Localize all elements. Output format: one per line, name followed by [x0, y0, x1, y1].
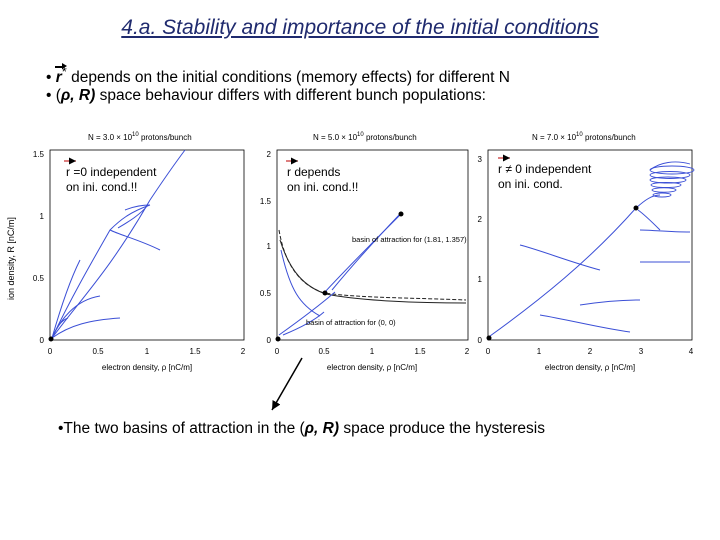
- bullet3-text: space produce the hysteresis: [339, 420, 545, 437]
- panel-3-spiral: [649, 161, 695, 198]
- panel-3-annotation-2: on ini. cond.: [498, 177, 563, 191]
- panel-1-ytick-0: 0: [40, 336, 45, 345]
- panel-1-annotation-2: on ini. cond.!!: [66, 180, 137, 194]
- panel-3-xlabel: electron density, ρ [nC/m]: [545, 363, 635, 372]
- panel-2-saddle-point: [322, 290, 328, 296]
- panel-2-ytick-1: 0.5: [260, 289, 272, 298]
- bullet2-text: space behaviour differs with different b…: [95, 87, 486, 104]
- bullet2-symbol: ρ, R): [60, 87, 96, 104]
- panel-3-ytick-3: 3: [478, 155, 483, 164]
- panel-3-xtick-2: 2: [588, 347, 593, 356]
- panel-3-origin-point: [486, 335, 492, 341]
- panel-3-xtick-3: 3: [639, 347, 644, 356]
- panel-1-xtick-4: 2: [241, 347, 246, 356]
- panel-2-trajectories: [278, 213, 402, 336]
- bullet1-text: depends on the initial conditions (memor…: [66, 69, 510, 87]
- panel-1-ylabel: ion density, R [nC/m]: [6, 217, 16, 300]
- bullet3-symbol: ρ, R): [304, 420, 340, 437]
- panel-2-origin-point: [275, 336, 281, 342]
- bullet3-prefix: •The two basins of attraction in the (: [58, 420, 305, 437]
- panel-3-xtick-1: 1: [537, 347, 542, 356]
- panel-2-xtick-0: 0: [275, 347, 280, 356]
- panel-3-ytick-1: 1: [478, 275, 483, 284]
- panel-3-trajectories: [489, 194, 691, 337]
- panel-3-heading: N = 7.0 × 1010 protons/bunch: [532, 132, 636, 142]
- bullet2-prefix: • (: [46, 87, 61, 104]
- bullet-memory-effects: • r* depends on the initial conditions (…: [46, 64, 510, 87]
- panel-2-ytick-2: 1: [267, 242, 272, 251]
- panel-3-ytick-0: 0: [478, 336, 483, 345]
- panel-1-xtick-2: 1: [145, 347, 150, 356]
- panel-1-xtick-1: 0.5: [92, 347, 104, 356]
- panel-2-basin-label-2: basin of attraction for (0, 0): [306, 318, 396, 327]
- panel-3-xtick-0: 0: [486, 347, 491, 356]
- bullet-space-behaviour: • (ρ, R) space behaviour differs with di…: [46, 87, 486, 105]
- panel-2-annotation-1: r depends: [287, 165, 340, 179]
- panel-3-frame: [487, 149, 693, 341]
- panel-1-heading: N = 3.0 × 1010 protons/bunch: [88, 132, 192, 142]
- star-superscript: *: [61, 64, 67, 79]
- panel-3-ytick-2: 2: [478, 215, 483, 224]
- slide-title: 4.a. Stability and importance of the ini…: [121, 16, 599, 39]
- panel-2-xtick-4: 2: [465, 347, 470, 356]
- panel-2-ytick-3: 1.5: [260, 197, 272, 206]
- panel-2-xlabel: electron density, ρ [nC/m]: [327, 363, 417, 372]
- panel-2-ytick-4: 2: [267, 150, 272, 159]
- panel-2-frame: [276, 149, 469, 341]
- panel-2-annotation-2: on ini. cond.!!: [287, 180, 358, 194]
- panel-2: N = 5.0 × 1010 protons/bunch 0 0.5 1 1.5…: [260, 132, 470, 372]
- panel-1-ytick-3: 1.5: [33, 150, 45, 159]
- panel-1-trajectories: [51, 149, 186, 339]
- panel-2-xtick-3: 1.5: [414, 347, 426, 356]
- r-vector-symbol: r: [55, 69, 62, 87]
- panel-1-ytick-2: 1: [40, 212, 45, 221]
- panel-2-attractor-point: [398, 211, 404, 217]
- panel-3: N = 7.0 × 1010 protons/bunch 0 1 2 3 4 0…: [478, 132, 695, 372]
- panel-3-attractor-point: [633, 205, 639, 211]
- panel-1-xlabel: electron density, ρ [nC/m]: [102, 363, 192, 372]
- panel-1-xtick-0: 0: [48, 347, 53, 356]
- panel-2-ytick-0: 0: [267, 336, 272, 345]
- panel-2-xtick-2: 1: [370, 347, 375, 356]
- panel-3-xtick-4: 4: [689, 347, 694, 356]
- panel-1-fixed-point: [48, 336, 54, 342]
- panel-1-annotation-1: r =0 independent: [66, 165, 157, 179]
- bullet-hysteresis: •The two basins of attraction in the (ρ,…: [58, 420, 545, 438]
- panel-2-heading: N = 5.0 × 1010 protons/bunch: [313, 132, 417, 142]
- panel-1-xtick-3: 1.5: [189, 347, 201, 356]
- panel-2-basin-label-1: basin of attraction for (1.81, 1.357): [352, 235, 467, 244]
- panel-3-annotation-1: r ≠ 0 independent: [498, 162, 592, 176]
- pointer-arrow: [271, 357, 303, 411]
- panel-1-frame: [49, 149, 245, 341]
- panel-2-xtick-1: 0.5: [318, 347, 330, 356]
- panel-1-ytick-1: 0.5: [33, 274, 45, 283]
- panel-1: N = 3.0 × 1010 protons/bunch ion density…: [6, 132, 246, 372]
